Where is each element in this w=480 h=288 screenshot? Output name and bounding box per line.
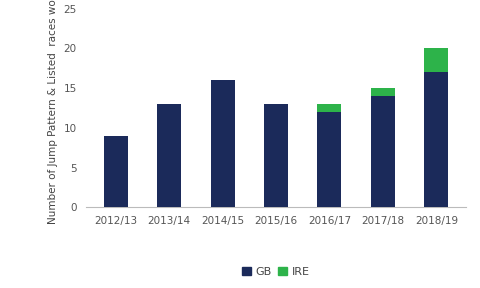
Bar bbox=[424, 48, 448, 72]
Bar bbox=[104, 136, 128, 207]
Bar bbox=[317, 104, 341, 112]
Bar bbox=[157, 104, 181, 207]
Bar bbox=[317, 112, 341, 207]
Bar bbox=[264, 104, 288, 207]
Bar bbox=[371, 96, 395, 207]
Bar bbox=[371, 88, 395, 96]
Bar bbox=[424, 72, 448, 207]
Legend: GB, IRE: GB, IRE bbox=[238, 262, 314, 281]
Y-axis label: Number of Jump Pattern & Listed  races won: Number of Jump Pattern & Listed races wo… bbox=[48, 0, 58, 224]
Bar bbox=[211, 80, 235, 207]
